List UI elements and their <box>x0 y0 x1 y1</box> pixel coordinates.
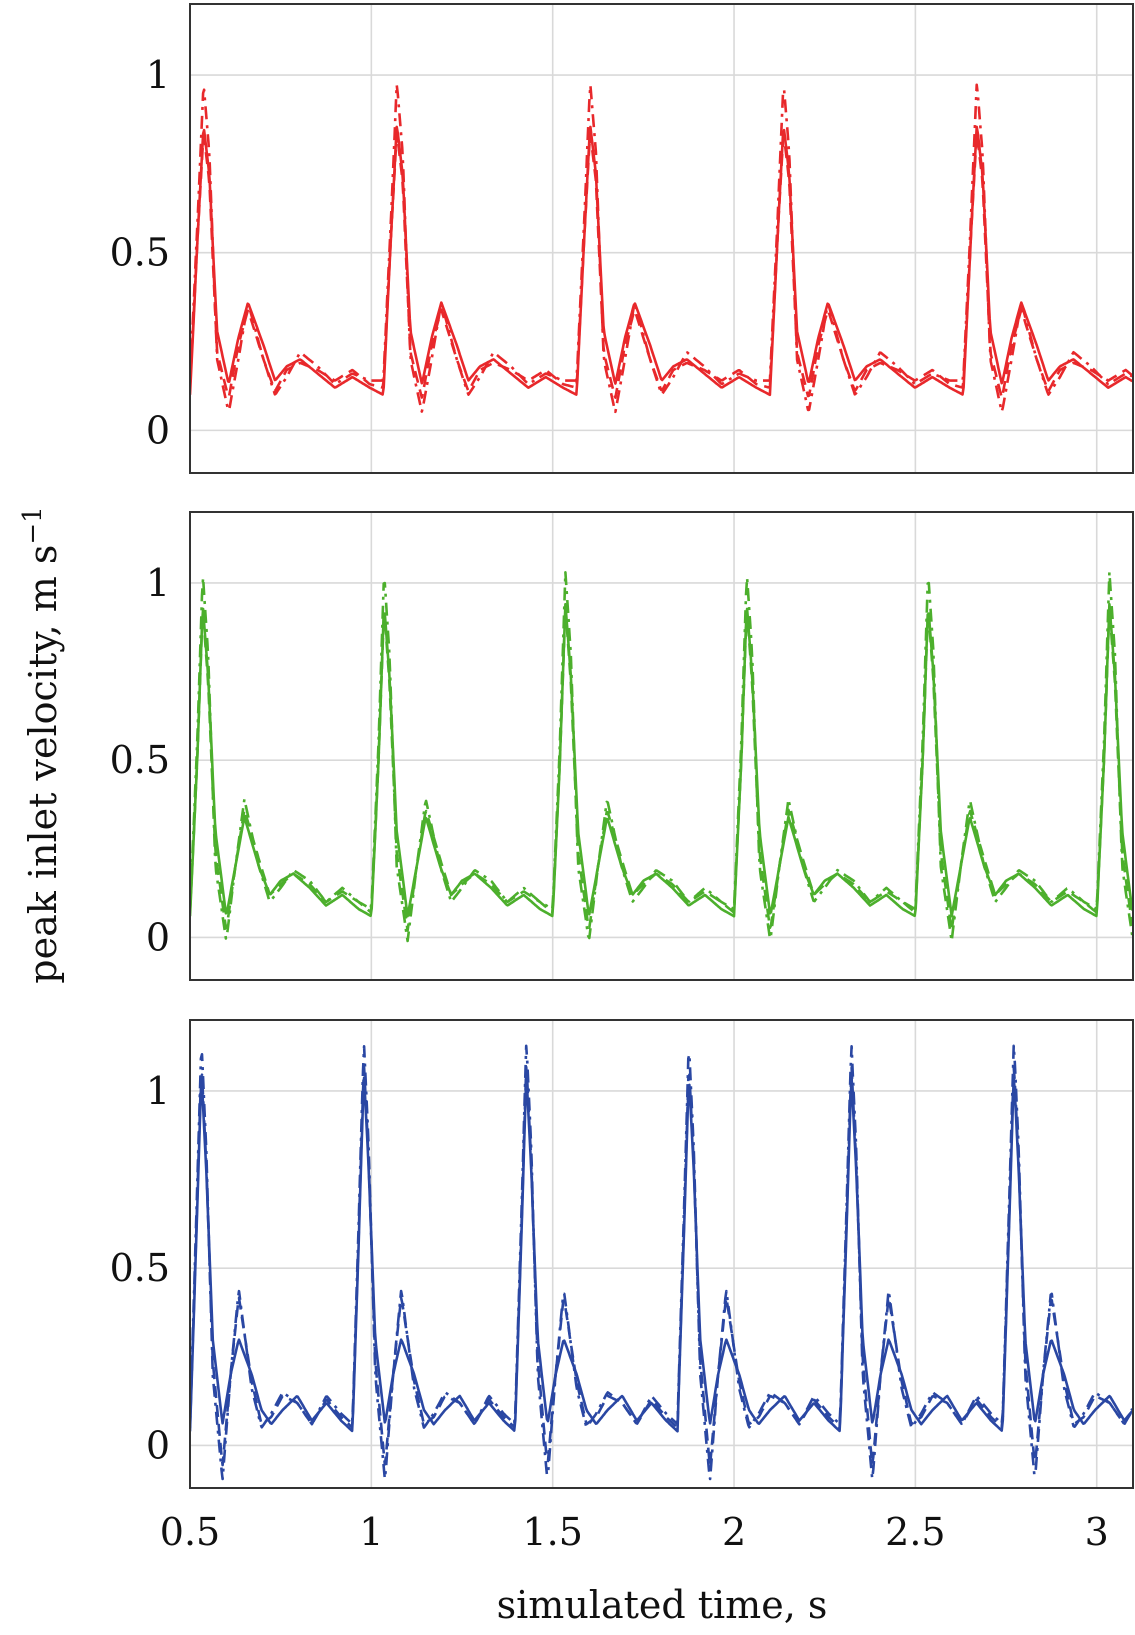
y-axis-title-exponent: −1 <box>18 506 48 544</box>
x-tick-label: 1 <box>359 1510 383 1554</box>
x-axis-title: simulated time, s <box>497 1583 828 1627</box>
x-tick-labels: 0.5 1 1.5 2 2.5 3 <box>160 1510 1109 1554</box>
y-tick-label: 0.5 <box>110 1246 170 1290</box>
y-tick-label: 0.5 <box>110 231 170 275</box>
series-line-dashdot <box>190 83 1133 414</box>
series-group <box>190 571 1133 943</box>
series-line-dashed <box>190 132 1133 399</box>
panel-3: 00.51 <box>110 1019 1134 1489</box>
series-line-solid <box>190 602 1133 918</box>
series-line-dashdot <box>190 571 1133 943</box>
y-tick-label: 0 <box>146 915 170 959</box>
panel-2: 00.51 <box>110 511 1134 981</box>
series-group <box>190 1044 1133 1481</box>
y-tick-label: 0 <box>146 408 170 452</box>
y-axis-title: peak inlet velocity, m s−1 <box>18 506 65 983</box>
x-tick-label: 3 <box>1085 1510 1109 1554</box>
series-line-dashdot <box>190 1044 1133 1481</box>
series-line-solid <box>190 125 1133 397</box>
panel-frame <box>189 3 1134 474</box>
series-line-dashed <box>190 606 1133 932</box>
panel-frame <box>189 511 1134 981</box>
x-tick-label: 2.5 <box>885 1510 945 1554</box>
series-group <box>190 83 1133 414</box>
panel-1: 00.51 <box>110 3 1134 474</box>
y-tick-label: 1 <box>146 1069 170 1113</box>
y-tick-label: 1 <box>146 53 170 97</box>
x-tick-label: 1.5 <box>522 1510 582 1554</box>
series-line-dashed <box>190 1065 1133 1467</box>
series-line-solid <box>190 1076 1133 1433</box>
x-tick-label: 0.5 <box>160 1510 220 1554</box>
y-tick-label: 0 <box>146 1423 170 1467</box>
y-tick-label: 0.5 <box>110 738 170 782</box>
x-tick-label: 2 <box>722 1510 746 1554</box>
panel-frame <box>189 1019 1134 1489</box>
y-tick-label: 1 <box>146 561 170 605</box>
y-axis-title-text: peak inlet velocity, m s <box>21 545 65 984</box>
